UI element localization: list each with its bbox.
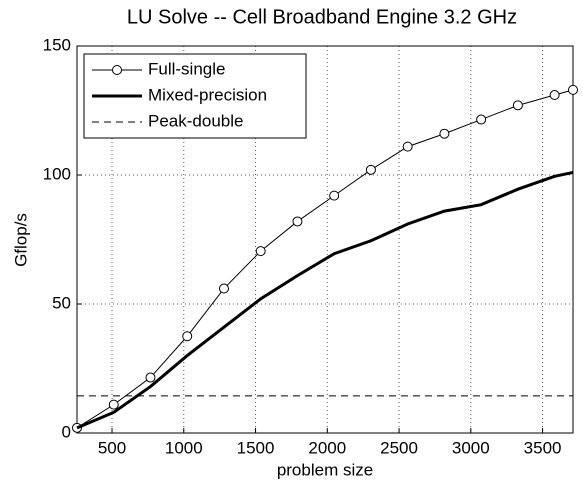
x-tick-label: 3000 [452,438,490,457]
point-marker [402,141,413,152]
point-marker [145,372,156,383]
point-marker [329,190,340,201]
point-marker [255,246,266,257]
point-marker [292,216,303,227]
series-line [76,170,574,430]
y-tick-label: 50 [52,293,71,312]
x-tick-label: 3500 [524,438,562,457]
x-tick-label: 500 [98,438,126,457]
point-marker [549,90,560,101]
legend-marker [112,65,122,75]
point-marker [182,331,193,342]
x-tick-label: 1000 [165,438,203,457]
point-marker [108,399,119,410]
y-axis-label: Gflop/s [11,213,30,267]
legend-label: Full-single [148,59,225,78]
point-marker [476,114,487,125]
plot-frame [76,45,574,434]
x-tick-label: 2000 [308,438,346,457]
y-tick-label: 0 [62,422,71,441]
point-marker [365,164,376,175]
point-marker [568,84,578,95]
x-axis-label: problem size [277,460,373,479]
legend-label: Peak-double [148,111,243,130]
point-marker [439,128,450,139]
chart-title: LU Solve -- Cell Broadband Engine 3.2 GH… [127,6,517,28]
x-tick-label: 2500 [380,438,418,457]
point-marker [218,283,229,294]
point-marker [512,100,523,111]
legend-label: Mixed-precision [148,85,267,104]
y-tick-label: 150 [43,35,71,54]
y-tick-label: 100 [43,164,71,183]
x-tick-label: 1500 [237,438,275,457]
